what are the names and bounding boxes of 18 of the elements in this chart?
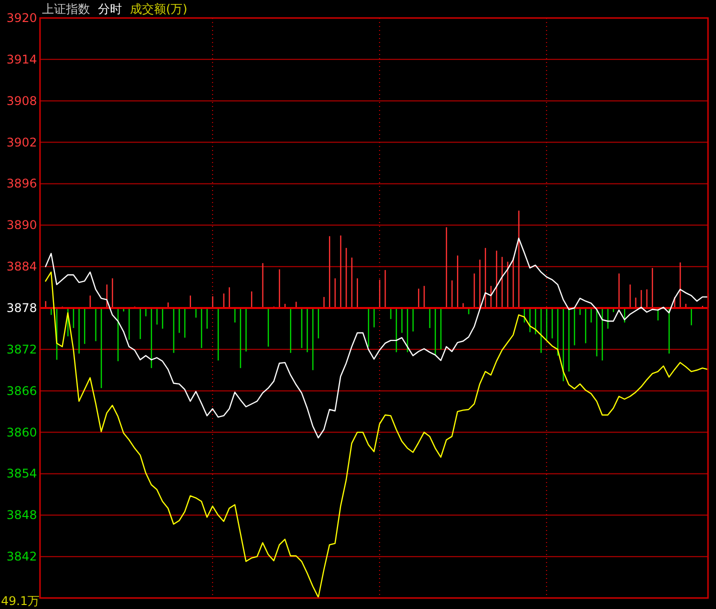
- y-tick-label: 3866: [6, 384, 37, 398]
- y-tick-label: 3842: [6, 550, 37, 564]
- y-tick-label: 3914: [6, 52, 37, 66]
- text: 49.1万: [1, 594, 40, 608]
- y-tick-label: 3872: [6, 342, 37, 356]
- y-tick-label: 3920: [6, 11, 37, 25]
- chart-subtitle: 分时: [98, 2, 122, 16]
- y-tick-label: 3896: [6, 176, 37, 191]
- y-tick-label: 3890: [6, 218, 37, 232]
- y-tick-label: 3884: [6, 260, 37, 274]
- y-tick-label: 3854: [6, 466, 37, 481]
- chart-title: 上证指数: [42, 2, 90, 16]
- y-tick-label: 3902: [6, 135, 37, 150]
- y-tick-label: 3908: [6, 94, 37, 108]
- y-tick-label: 3878: [6, 301, 37, 315]
- y-tick-label: 3848: [6, 508, 37, 522]
- text: 成交额(万): [130, 2, 188, 16]
- y-tick-label: 3860: [6, 425, 37, 440]
